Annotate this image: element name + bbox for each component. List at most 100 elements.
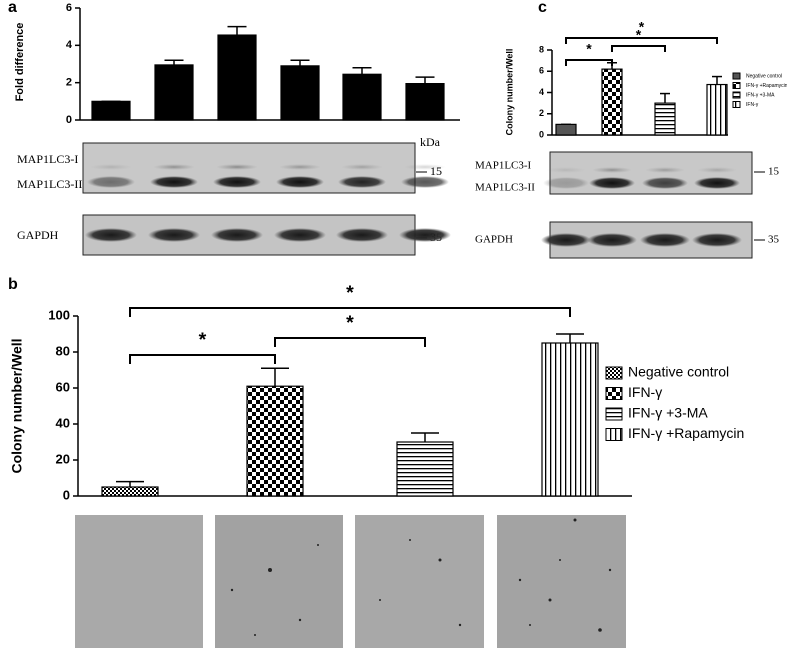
significance-bracket: [611, 45, 666, 52]
blot-band: [399, 228, 451, 242]
blot-label: GAPDH: [475, 234, 513, 246]
blot-band: [90, 164, 132, 170]
blot-band: [404, 164, 446, 170]
significance-label: *: [586, 41, 592, 57]
bar: [396, 441, 454, 497]
legend-label: IFN-γ +Rapamycin: [746, 83, 787, 89]
bar: [91, 100, 131, 121]
y-axis-label: Fold difference: [14, 23, 26, 102]
significance-label: *: [636, 27, 642, 43]
y-axis-label: Colony number/Well: [9, 338, 25, 473]
blot-band: [541, 233, 591, 247]
blot-band: [587, 233, 637, 247]
blot-band: [279, 164, 321, 170]
y-tick-label: 2: [66, 77, 72, 89]
significance-label: *: [639, 19, 645, 35]
blot-band: [148, 228, 200, 242]
legend-label: IFN-γ +3-MA: [746, 92, 775, 98]
blot-band: [150, 176, 198, 188]
y-tick-label: 100: [48, 307, 70, 322]
legend-label: IFN-γ: [746, 102, 759, 108]
blot-band: [640, 233, 690, 247]
bar: [601, 68, 623, 136]
y-tick-label: 0: [66, 114, 72, 126]
legend-swatch: [732, 82, 741, 89]
bar: [246, 385, 304, 497]
panel-label: a: [8, 0, 17, 16]
y-tick-label: 40: [56, 415, 70, 430]
blot-band: [546, 167, 586, 173]
blot-band: [401, 176, 449, 188]
legend-label: IFN-γ +3-MA: [628, 405, 708, 421]
chart-panel-b: b Colony number/Well 0 20 40 60 80 100 Negative …: [8, 276, 744, 502]
y-axis-label: Colony number/Well: [504, 49, 514, 136]
blot-band: [213, 176, 261, 188]
blot-labels: MAP1LC3-I MAP1LC3-II GAPDH 15 35: [475, 160, 780, 247]
y-tick-label: 6: [66, 2, 72, 14]
y-tick-label: 80: [56, 343, 70, 358]
bar: [101, 486, 159, 497]
bar: [555, 123, 577, 136]
significance-label: *: [199, 329, 207, 351]
legend-label: Negative control: [746, 73, 782, 79]
bar: [706, 83, 728, 136]
legend-swatch: [605, 387, 623, 400]
chart-panel-a: a Fold difference 0 2 4 6 *: [8, 0, 460, 126]
blot-label: MAP1LC3-II: [475, 182, 535, 194]
legend-label: IFN-γ: [628, 384, 662, 400]
legend-swatch: [732, 101, 741, 108]
legend-label: IFN-γ +Rapamycin: [628, 425, 744, 441]
blot-band: [642, 177, 688, 189]
blot-label: MAP1LC3-I: [17, 152, 78, 166]
y-tick-label: 0: [63, 487, 70, 502]
size-unit: kDa: [420, 135, 441, 149]
significance-bracket: [565, 59, 613, 66]
legend-swatch: [732, 72, 741, 80]
blot-band: [153, 164, 195, 170]
significance-bracket: [129, 307, 571, 317]
blot-band: [85, 228, 137, 242]
colony-photos: [75, 515, 626, 648]
blot-band: [692, 233, 742, 247]
legend-label: Negative control: [628, 364, 729, 380]
blot-band: [543, 177, 589, 189]
annotation: *: [108, 98, 114, 114]
blot-band: [697, 167, 737, 173]
legend-swatch: [732, 91, 741, 99]
bar: [154, 64, 194, 121]
blot-band: [592, 167, 632, 173]
panel-label: b: [8, 276, 18, 293]
size-marker: 35: [768, 234, 780, 246]
significance-label: *: [346, 282, 354, 304]
significance-bracket: [274, 337, 426, 347]
y-tick-label: 6: [539, 66, 544, 76]
panel-label: c: [538, 0, 547, 16]
significance-bracket: [565, 37, 718, 44]
y-tick-label: 20: [56, 451, 70, 466]
y-tick-label: 0: [539, 129, 544, 139]
blot-label: MAP1LC3-I: [475, 160, 532, 172]
blot-band: [87, 176, 135, 188]
significance-label: *: [346, 312, 354, 334]
blot-band: [338, 176, 386, 188]
blot-label: GAPDH: [17, 228, 59, 242]
bar: [405, 82, 445, 121]
significance-bracket: [129, 354, 276, 364]
bar: [342, 73, 382, 121]
bar: [280, 65, 320, 121]
y-tick-label: 60: [56, 379, 70, 394]
y-tick-label: 2: [539, 108, 544, 118]
y-tick-label: 4: [66, 39, 73, 51]
bar: [217, 34, 257, 121]
blot-band: [694, 177, 740, 189]
chart-panel-c: c Colony number/Well 0 2 4 6 8 Negative control…: [504, 0, 787, 139]
legend-swatch: [605, 366, 623, 380]
size-marker: 15: [768, 166, 780, 178]
legend-swatch: [605, 407, 623, 421]
blot-band: [211, 228, 263, 242]
legend-swatch: [605, 428, 623, 441]
blot-band: [216, 164, 258, 170]
blot-band: [274, 228, 326, 242]
